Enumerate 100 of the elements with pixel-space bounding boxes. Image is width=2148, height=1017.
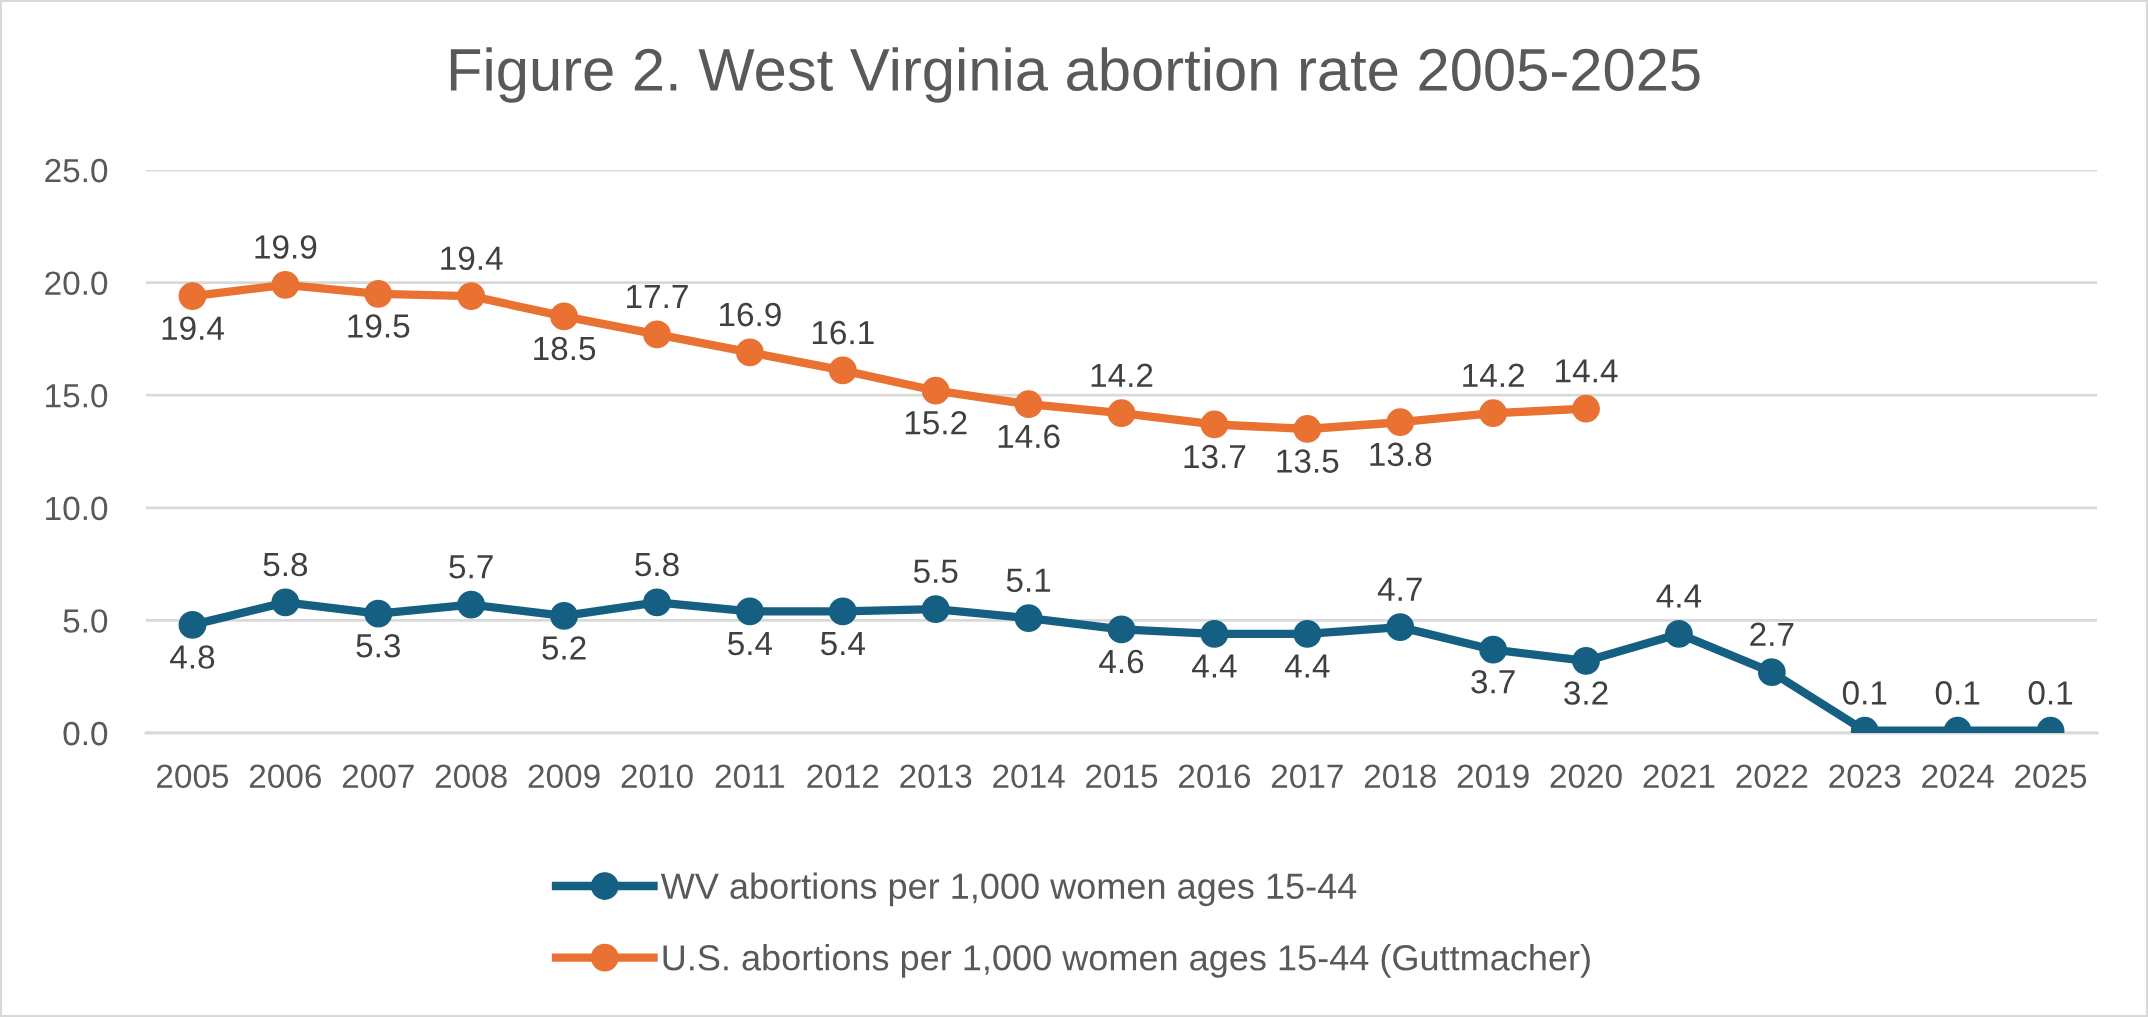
data-label: 16.1 <box>812 320 874 345</box>
point <box>1014 390 1043 419</box>
x-tick-label: 2024 <box>1922 764 1994 789</box>
y-tick-label: 10.0 <box>46 496 108 521</box>
point <box>457 590 486 619</box>
x-tick-label: 2011 <box>715 764 785 789</box>
point <box>178 282 207 311</box>
data-label: 5.2 <box>542 636 586 660</box>
data-label: 17.7 <box>627 285 688 309</box>
data-label: 5.4 <box>820 632 865 656</box>
data-label: 14.6 <box>998 424 1060 449</box>
x-tick-label: 2008 <box>435 764 507 789</box>
x-tick-label: 2009 <box>528 764 600 789</box>
x-tick-label: 2017 <box>1271 764 1343 789</box>
legend-label: WV abortions per 1,000 women ages 15-44 <box>660 872 1357 907</box>
data-label: 5.5 <box>913 559 958 584</box>
data-label: 19.4 <box>441 246 503 271</box>
point <box>1107 615 1136 644</box>
data-label: 2.7 <box>1750 622 1794 646</box>
data-label: 5.8 <box>635 552 679 577</box>
data-label: 14.2 <box>1463 363 1524 387</box>
x-tick-label: 2005 <box>157 764 229 789</box>
point <box>364 599 393 628</box>
data-label: 13.8 <box>1370 442 1432 467</box>
point <box>921 376 950 405</box>
point <box>364 279 393 308</box>
x-tick-label: 2023 <box>1829 764 1901 789</box>
point <box>828 597 857 626</box>
point <box>921 595 950 624</box>
chart-title: Figure 2. West Virginia abortion rate 2005-2025 <box>450 47 1700 103</box>
data-label: 13.5 <box>1277 449 1339 473</box>
point <box>271 588 300 617</box>
data-label: 19.9 <box>255 235 317 259</box>
x-tick-label: 2025 <box>2015 764 2087 789</box>
point <box>643 588 671 617</box>
data-label: 4.4 <box>1284 654 1330 678</box>
data-label: 0.1 <box>2028 681 2073 705</box>
point <box>1386 613 1415 642</box>
data-label: 3.7 <box>1471 670 1515 694</box>
data-label: 0.1 <box>1842 681 1887 705</box>
data-label: 3.2 <box>1564 681 1608 705</box>
y-tick-label: 25.0 <box>45 158 108 183</box>
point <box>1293 415 1322 443</box>
data-label: 5.4 <box>728 632 773 656</box>
point <box>1200 620 1229 648</box>
y-tick-label: 0.0 <box>63 721 108 746</box>
point <box>828 356 857 385</box>
point <box>1479 399 1508 428</box>
data-label: 14.4 <box>1556 359 1618 383</box>
data-label: 15.2 <box>905 411 967 435</box>
data-label: 4.7 <box>1377 577 1422 601</box>
point <box>1572 394 1600 423</box>
x-tick-label: 2012 <box>807 764 879 789</box>
data-label: 5.3 <box>356 633 400 658</box>
x-tick-label: 2016 <box>1179 764 1251 789</box>
x-tick-label: 2022 <box>1736 764 1808 789</box>
data-label: 5.7 <box>449 555 493 579</box>
data-label: 4.6 <box>1099 649 1144 674</box>
point <box>735 338 764 367</box>
x-tick-label: 2014 <box>993 764 1065 789</box>
point <box>1014 604 1043 633</box>
data-label: 4.4 <box>1192 654 1237 678</box>
point <box>457 282 486 311</box>
point <box>1107 399 1136 428</box>
data-label: 0.1 <box>1935 681 1980 705</box>
data-label: 19.4 <box>162 316 224 341</box>
x-tick-label: 2019 <box>1457 764 1529 789</box>
x-tick-label: 2015 <box>1086 764 1158 789</box>
data-label: 4.4 <box>1656 584 1702 608</box>
data-label: 13.7 <box>1184 444 1246 469</box>
point <box>1293 620 1322 648</box>
point <box>271 270 300 299</box>
point <box>1386 408 1415 437</box>
data-label: 5.8 <box>263 552 308 577</box>
point <box>1757 658 1786 687</box>
x-tick-label: 2010 <box>621 764 693 789</box>
x-tick-label: 2007 <box>342 764 414 789</box>
x-tick-label: 2018 <box>1364 764 1436 789</box>
legend-label: U.S. abortions per 1,000 women ages 15-44 (Guttmacher) <box>663 944 1590 978</box>
x-tick-label: 2021 <box>1643 764 1715 789</box>
y-tick-label: 5.0 <box>63 609 108 633</box>
data-label: 16.9 <box>719 302 781 327</box>
point <box>550 302 578 331</box>
y-tick-label: 15.0 <box>46 384 108 408</box>
x-tick-label: 2013 <box>900 764 972 789</box>
point <box>735 597 764 626</box>
data-label: 19.5 <box>348 314 410 338</box>
data-label: 4.8 <box>170 645 215 669</box>
x-tick-label: 2006 <box>249 764 321 789</box>
point <box>1479 635 1508 664</box>
point <box>550 602 578 630</box>
point <box>178 611 207 639</box>
data-label: 5.1 <box>1006 568 1051 593</box>
point <box>1572 647 1600 675</box>
point <box>1200 410 1229 439</box>
data-label: 14.2 <box>1091 363 1153 387</box>
data-label: 18.5 <box>534 336 596 361</box>
point <box>643 320 671 349</box>
point <box>1665 620 1693 648</box>
y-tick-label: 20.0 <box>45 271 108 296</box>
